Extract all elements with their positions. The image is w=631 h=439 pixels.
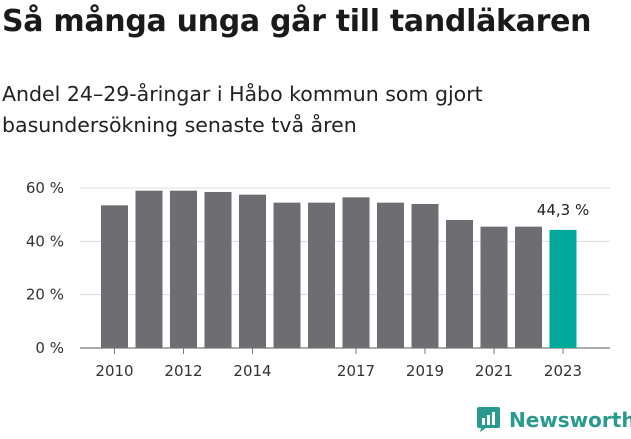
bar-2016 xyxy=(308,202,335,348)
bar-2020 xyxy=(446,220,473,348)
bar-2023 xyxy=(549,229,577,348)
brand-name: Newsworthy xyxy=(509,407,631,432)
bar-2017 xyxy=(342,197,370,348)
x-tick-label: 2017 xyxy=(337,362,375,380)
value-label-2023: 44,3 % xyxy=(537,201,589,219)
x-axis-ticks: 2010 2012 2014 2017 2019 2021 2023 xyxy=(95,348,582,380)
bar-2015 xyxy=(273,202,301,348)
bar-2014 xyxy=(239,194,266,348)
y-axis-ticks: 0 % 20 % 40 % 60 % xyxy=(26,179,64,357)
bar-2010 xyxy=(101,205,128,348)
bar-chart: 0 % 20 % 40 % 60 % 2010 2012 2014 2017 2019 2021… xyxy=(26,179,610,380)
annotations: 44,3 % xyxy=(537,201,589,219)
bar-2013 xyxy=(204,192,232,348)
x-tick-label: 2012 xyxy=(164,362,202,380)
bar-2011 xyxy=(135,190,163,348)
x-tick-label: 2010 xyxy=(95,362,133,380)
x-tick-label: 2023 xyxy=(544,362,582,380)
chart-title: Så många unga går till tandläkaren xyxy=(2,4,592,39)
y-tick-label: 60 % xyxy=(26,179,64,197)
bar-2021 xyxy=(480,226,508,348)
y-tick-label: 0 % xyxy=(35,339,64,357)
bar-2018 xyxy=(377,202,404,348)
bar-2012 xyxy=(170,190,197,348)
x-tick-label: 2019 xyxy=(406,362,444,380)
chart-subtitle: Andel 24–29-åringar i Håbo kommun som gj… xyxy=(2,82,483,137)
bar-2019 xyxy=(411,204,439,348)
x-tick-label: 2014 xyxy=(233,362,271,380)
y-tick-label: 20 % xyxy=(26,286,64,304)
y-tick-label: 40 % xyxy=(26,232,64,250)
bars xyxy=(101,190,577,348)
newsworthy-brand: Newsworthy xyxy=(476,406,631,433)
bar-2022 xyxy=(515,226,542,348)
x-tick-label: 2021 xyxy=(475,362,513,380)
newsworthy-logo-icon xyxy=(477,407,500,432)
